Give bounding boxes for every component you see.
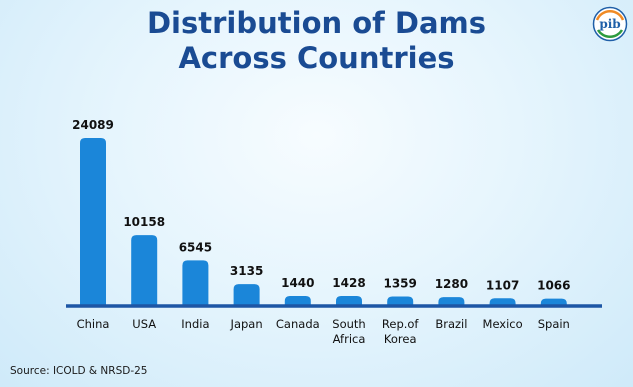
category-label: Rep.of Korea [382,317,420,346]
bar [489,298,516,306]
category-label: Spain [538,317,570,331]
category-label: India [181,317,209,331]
chart-title: Distribution of Dams Across Countries [0,6,633,76]
data-label: 1107 [486,278,519,292]
category-label: China [77,317,110,331]
bar [131,235,158,306]
pib-logo: pib [592,6,628,42]
data-label: 1359 [383,277,416,291]
bar [182,260,209,306]
data-label: 1440 [281,276,314,290]
category-label: South Africa [332,317,365,346]
bar [438,297,465,306]
source-note: Source: ICOLD & NRSD-25 [10,365,148,377]
bar [233,284,260,306]
data-label: 24089 [72,118,114,132]
title-line-2: Across Countries [178,41,455,75]
bar [80,138,106,306]
category-label: Canada [276,317,320,331]
category-label: Japan [230,317,263,331]
bar [336,296,362,306]
data-label: 1066 [537,279,570,293]
bar [284,295,311,306]
bar [540,298,567,306]
data-label: 3135 [230,264,263,278]
data-label: 1428 [332,276,365,290]
data-label: 1280 [435,277,468,291]
bar [387,296,414,306]
data-label: 10158 [123,215,165,229]
category-label: Brazil [435,317,467,331]
category-label: USA [132,317,156,331]
data-label: 6545 [179,240,212,254]
logo-text: pib [599,17,620,31]
category-label: Mexico [483,317,523,331]
title-line-1: Distribution of Dams [146,6,486,40]
